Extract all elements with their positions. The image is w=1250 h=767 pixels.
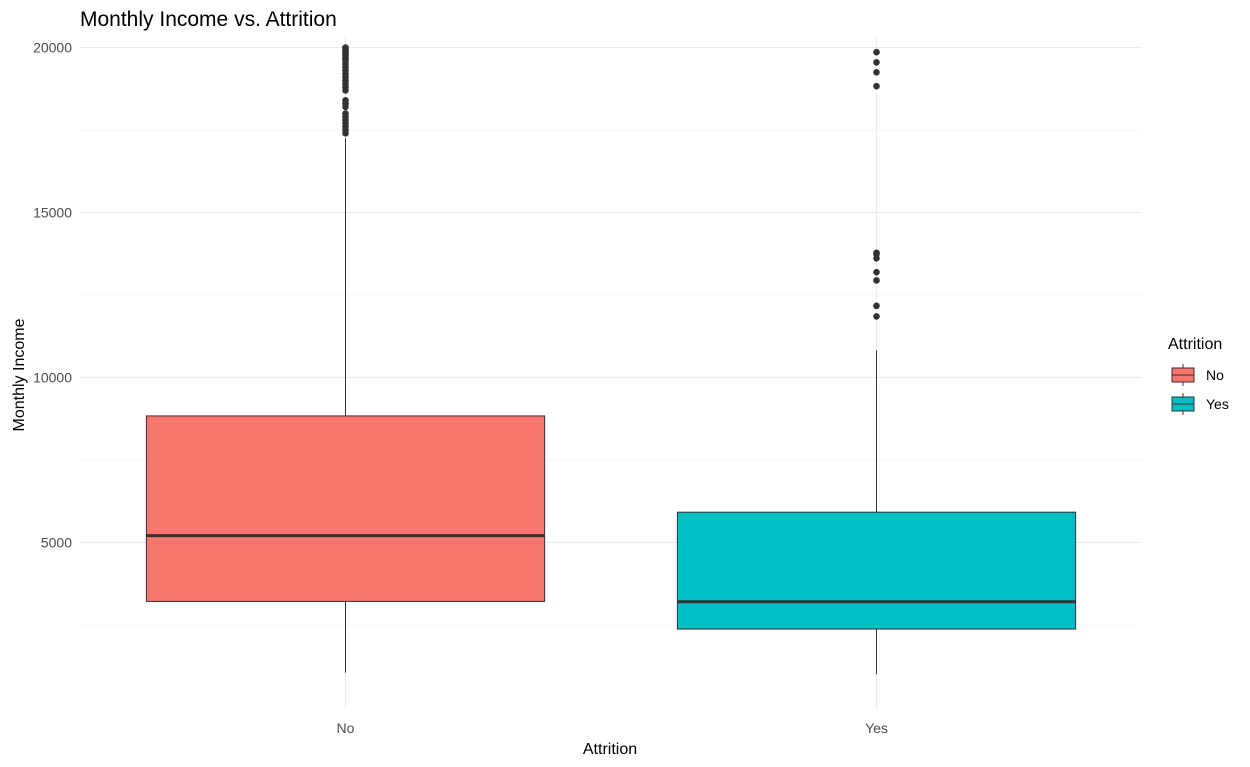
- outlier-point: [873, 249, 880, 257]
- outlier-point: [873, 59, 880, 66]
- outlier-point: [342, 97, 349, 104]
- outlier-point: [873, 302, 880, 310]
- x-tick-label: Yes: [865, 720, 888, 736]
- y-tick-label: 20000: [33, 40, 72, 56]
- y-axis-ticks: 5000 10000 15000 20000: [33, 40, 72, 551]
- y-tick-label: 15000: [33, 204, 72, 220]
- iqr-box: [145, 415, 546, 602]
- box-yes: [676, 48, 1077, 675]
- outlier-point: [873, 68, 880, 76]
- outlier-point: [342, 110, 349, 117]
- y-axis-title: Monthly Income: [11, 318, 28, 431]
- outlier-point: [342, 44, 349, 51]
- legend: Attrition No Yes: [1168, 336, 1229, 415]
- y-tick-label: 10000: [33, 369, 72, 385]
- legend-item-no: No: [1171, 364, 1224, 386]
- legend-title: Attrition: [1168, 336, 1222, 353]
- x-axis-title: Attrition: [583, 741, 637, 758]
- outlier-point: [873, 268, 880, 276]
- legend-label: No: [1206, 367, 1224, 383]
- box-no: [145, 44, 546, 673]
- outlier-point: [873, 82, 880, 90]
- x-axis-ticks: No Yes: [337, 720, 888, 736]
- x-tick-label: No: [337, 720, 355, 736]
- chart-title: Monthly Income vs. Attrition: [80, 8, 337, 31]
- plot-area: [145, 44, 1077, 675]
- legend-item-yes: Yes: [1171, 393, 1229, 415]
- legend-label: Yes: [1206, 396, 1229, 412]
- outlier-point: [873, 313, 880, 320]
- y-tick-label: 5000: [41, 534, 72, 550]
- iqr-box: [676, 511, 1077, 630]
- outlier-point: [873, 277, 880, 284]
- outlier-point: [873, 48, 880, 56]
